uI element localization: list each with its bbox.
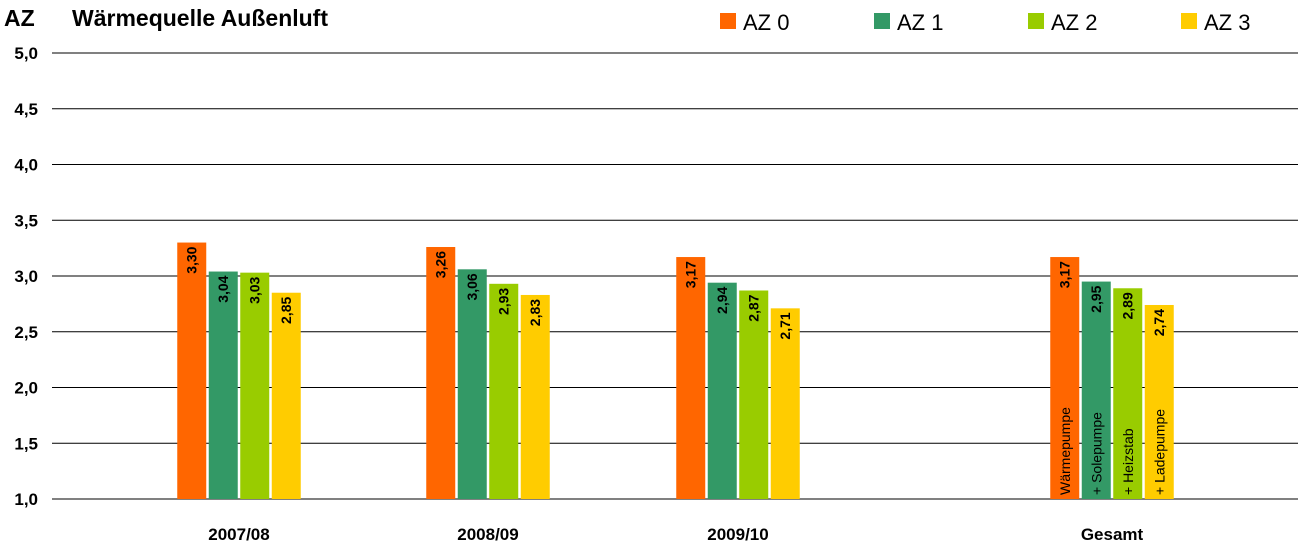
legend-label: AZ 3: [1204, 10, 1250, 35]
data-label: 2,83: [527, 299, 543, 326]
data-label: 3,30: [184, 246, 200, 273]
legend-label: AZ 1: [897, 10, 943, 35]
data-label: 3,17: [1057, 261, 1073, 288]
bar: [489, 283, 519, 499]
bar: [1081, 281, 1111, 499]
data-label: 2,94: [714, 286, 730, 313]
y-tick-label: 4,5: [14, 100, 38, 119]
bar: [520, 294, 550, 499]
y-tick-label: 3,5: [14, 211, 38, 230]
legend-label: AZ 2: [1051, 10, 1097, 35]
data-label: 3,06: [464, 273, 480, 300]
bar: [770, 308, 800, 499]
bar: [707, 282, 737, 499]
data-labels: 3,30 3,04 3,03 2,85 3,26 3,06 2,93 2,83 3,17 2,94…: [184, 246, 1168, 495]
y-tick-label: 1,5: [14, 434, 38, 453]
x-tick-label: 2008/09: [457, 525, 518, 544]
bar: [271, 292, 301, 499]
bar: [1113, 288, 1143, 499]
gridlines: [52, 52, 1298, 500]
y-tick-label: 4,0: [14, 156, 38, 175]
bar: [676, 257, 706, 499]
bar-annotation: + Solepumpe: [1088, 412, 1104, 495]
y-tick-label: 2,5: [14, 323, 38, 342]
bars: [177, 242, 1174, 500]
legend-swatch: [1181, 13, 1197, 29]
y-tick-label: 3,0: [14, 267, 38, 286]
x-tick-label: 2007/08: [208, 525, 269, 544]
legend-swatch: [874, 13, 890, 29]
y-tick-labels: 1,0 1,5 2,0 2,5 3,0 3,5 4,0 4,5 5,0: [14, 44, 38, 509]
bar: [426, 247, 456, 499]
x-tick-label: Gesamt: [1081, 525, 1144, 544]
y-tick-label: 5,0: [14, 44, 38, 63]
data-label: 3,04: [215, 275, 231, 302]
data-label: 2,74: [1151, 309, 1167, 336]
legend-swatch: [720, 13, 736, 29]
data-label: 3,17: [683, 261, 699, 288]
bar: [739, 290, 769, 499]
bar-annotation: + Heizstab: [1120, 428, 1136, 495]
data-label: 2,89: [1120, 292, 1136, 319]
y-tick-label: 2,0: [14, 379, 38, 398]
bar: [457, 269, 487, 499]
bar-annotation: Wärmepumpe: [1057, 407, 1073, 495]
legend-swatch: [1028, 13, 1044, 29]
data-label: 2,93: [496, 288, 512, 315]
data-label: 2,85: [278, 297, 294, 324]
data-label: 2,87: [746, 294, 762, 321]
data-label: 3,26: [433, 251, 449, 278]
y-axis-label: AZ: [4, 5, 35, 31]
bar: [1144, 304, 1174, 499]
chart-title: Wärmequelle Außenluft: [72, 5, 328, 31]
bar: [1050, 257, 1080, 499]
bar: [240, 272, 270, 499]
bar: [177, 242, 207, 500]
bar: [208, 271, 238, 499]
data-label: 2,95: [1088, 285, 1104, 312]
data-label: 2,71: [777, 312, 793, 339]
data-label: 3,03: [247, 276, 263, 303]
bar-annotation: + Ladepumpe: [1151, 409, 1167, 495]
legend: AZ 0 AZ 1 AZ 2 AZ 3: [720, 10, 1250, 35]
x-tick-label: 2009/10: [707, 525, 768, 544]
y-tick-label: 1,0: [14, 490, 38, 509]
legend-label: AZ 0: [743, 10, 789, 35]
x-tick-labels: 2007/08 2008/09 2009/10 Gesamt: [208, 525, 1143, 544]
